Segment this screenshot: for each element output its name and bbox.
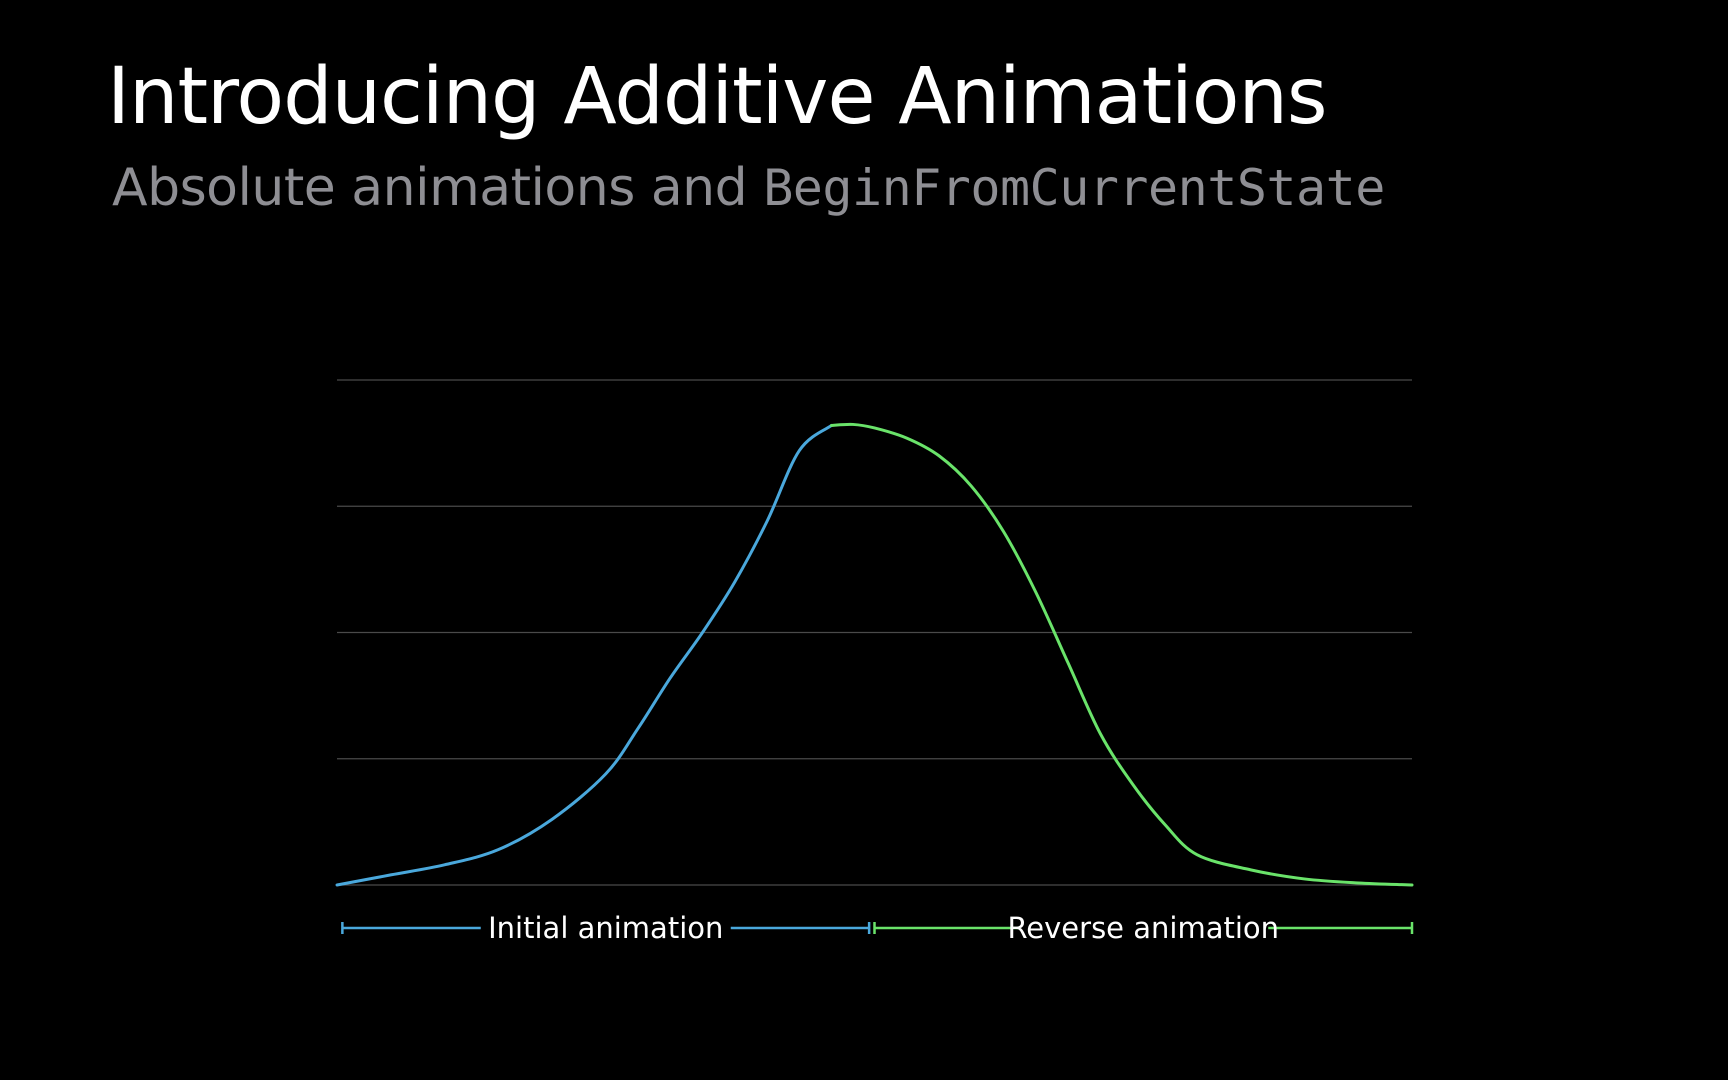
range-reverse-animation: Reverse animation bbox=[873, 911, 1414, 945]
subtitle-code: BeginFromCurrentState bbox=[763, 159, 1385, 217]
series-line-initial-animation bbox=[335, 423, 833, 887]
series-line-reverse-animation bbox=[830, 422, 1414, 887]
slide-subtitle: Absolute animations and BeginFromCurrent… bbox=[112, 158, 1385, 218]
range-label: Initial animation bbox=[488, 911, 723, 945]
subtitle-text: Absolute animations and bbox=[112, 158, 764, 218]
range-label: Reverse animation bbox=[1007, 911, 1279, 945]
range-initial-animation: Initial animation bbox=[341, 911, 871, 945]
slide-title: Introducing Additive Animations bbox=[107, 52, 1328, 142]
